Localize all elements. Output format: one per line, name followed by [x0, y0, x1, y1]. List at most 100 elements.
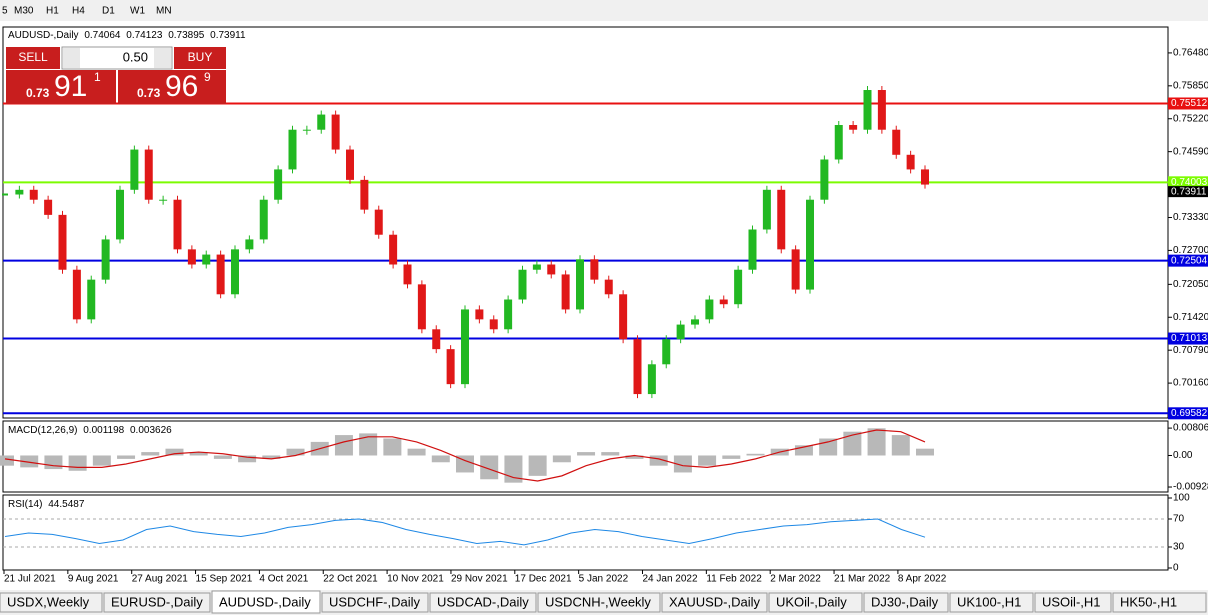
sell-label[interactable]: SELL [18, 50, 48, 64]
macd-bar [407, 448, 426, 456]
date-label: 17 Dec 2021 [515, 574, 572, 585]
lot-value[interactable]: 0.50 [123, 49, 148, 64]
tab[interactable] [661, 592, 768, 613]
date-label: 11 Feb 2022 [706, 574, 762, 585]
tab-label[interactable]: USDCNH-,Weekly [545, 594, 651, 609]
candle [173, 199, 182, 250]
tab-label[interactable]: EURUSD-,Daily [111, 594, 203, 609]
buy-button[interactable] [174, 47, 226, 69]
candle [676, 324, 685, 340]
timeframe-button[interactable]: H1 [46, 6, 59, 17]
lot-up[interactable] [154, 48, 171, 68]
level-label: 0.72504 [1171, 255, 1208, 266]
timeframe-button[interactable]: D1 [102, 6, 115, 17]
macd-bar [625, 455, 644, 459]
candle [691, 319, 699, 325]
candle [705, 299, 714, 320]
price-tick-label: 0.75220 [1173, 113, 1208, 124]
candle [719, 299, 728, 305]
rsi-tick-label: 30 [1173, 542, 1185, 553]
macd-bar [431, 455, 450, 463]
date-label: 24 Jan 2022 [643, 574, 698, 585]
candle [331, 114, 340, 150]
tab[interactable] [1112, 592, 1207, 613]
tab-label[interactable]: AUDUSD-,Daily [219, 594, 311, 609]
candle [403, 264, 412, 285]
tab[interactable] [949, 592, 1034, 613]
tab[interactable] [429, 592, 537, 613]
candle [647, 364, 656, 395]
candle [820, 159, 829, 200]
lot-down[interactable] [63, 48, 80, 68]
macd-bar [916, 448, 934, 456]
macd-bar [165, 448, 184, 456]
timeframe-button[interactable]: MN [156, 6, 172, 17]
candle [360, 179, 369, 210]
macd-bar [286, 448, 305, 456]
candle [159, 199, 168, 201]
macd-bar [141, 452, 160, 456]
macd-bar [891, 435, 910, 456]
tab-label[interactable]: DJ30-,Daily [871, 594, 939, 609]
plot-layer: 0.76480 0.75850 0.75220 0.74590 0.73330 0.727… [0, 48, 1208, 585]
timeframe-bar: 5 M30 H1 H4 D1 W1 MN [2, 6, 172, 17]
candle [101, 239, 110, 280]
price-tick-label: 0.72700 [1173, 245, 1208, 256]
date-label: 10 Nov 2021 [387, 574, 444, 585]
candle [619, 294, 628, 340]
buy-price-box[interactable] [118, 70, 226, 104]
chart-header: AUDUSD-,Daily 0.74064 0.74123 0.73895 0.… [8, 30, 246, 41]
lot-box[interactable] [61, 46, 173, 70]
tab-label[interactable]: UKOil-,Daily [776, 594, 847, 609]
date-label: 4 Oct 2021 [259, 574, 308, 585]
candle [576, 259, 584, 310]
tab-label[interactable]: UK100-,H1 [957, 594, 1021, 609]
candle [202, 254, 211, 265]
macd-bar [746, 453, 765, 456]
rsi-line [4, 518, 926, 546]
macd-bar [0, 455, 14, 466]
candle [44, 199, 53, 215]
high: 0.74123 [126, 30, 163, 41]
tab-label[interactable]: HK50-,H1 [1120, 594, 1177, 609]
tab-label[interactable]: USDX,Weekly [7, 594, 90, 609]
timeframe-button[interactable]: W1 [130, 6, 145, 17]
level-label-box [1168, 407, 1208, 420]
tab[interactable] [103, 592, 211, 613]
tab[interactable] [211, 590, 321, 614]
tab-label[interactable]: XAUUSD-,Daily [669, 594, 761, 609]
macd-bar [843, 431, 862, 456]
timeframe-button[interactable]: M30 [14, 6, 34, 17]
tab[interactable] [321, 592, 429, 613]
candle [389, 234, 398, 265]
timeframe-button[interactable]: H4 [72, 6, 85, 17]
sell-button[interactable] [6, 47, 60, 69]
timeframe-button[interactable]: 5 [2, 6, 8, 17]
candle [762, 189, 771, 230]
date-label: 27 Aug 2021 [132, 574, 189, 585]
tab[interactable] [1034, 592, 1112, 613]
sell-price-box[interactable] [6, 70, 116, 104]
tab-label[interactable]: USDCHF-,Daily [329, 594, 421, 609]
close: 0.73911 [210, 30, 246, 41]
level-label: 0.71013 [1171, 333, 1208, 344]
macd-bar [819, 438, 838, 456]
candle [489, 319, 498, 330]
rsi-current: 44.5487 [48, 499, 85, 510]
tab[interactable] [537, 592, 661, 613]
macd-bar [189, 452, 208, 456]
tab-label[interactable]: USOil-,H1 [1042, 594, 1101, 609]
candle [547, 264, 556, 275]
macd-bar [20, 455, 39, 468]
tab[interactable] [768, 592, 863, 613]
tab[interactable] [0, 592, 103, 613]
level-label-box [1168, 97, 1208, 110]
macd-bar [359, 433, 378, 456]
candle [518, 269, 527, 300]
buy-label[interactable]: BUY [188, 50, 213, 64]
trade-panel: SELL 0.50 BUY 0.73 91 1 0.73 96 9 [6, 46, 226, 104]
candle [834, 125, 843, 160]
tab-label[interactable]: USDCAD-,Daily [437, 594, 529, 609]
tab[interactable] [863, 592, 949, 613]
macd-bar [649, 455, 668, 466]
